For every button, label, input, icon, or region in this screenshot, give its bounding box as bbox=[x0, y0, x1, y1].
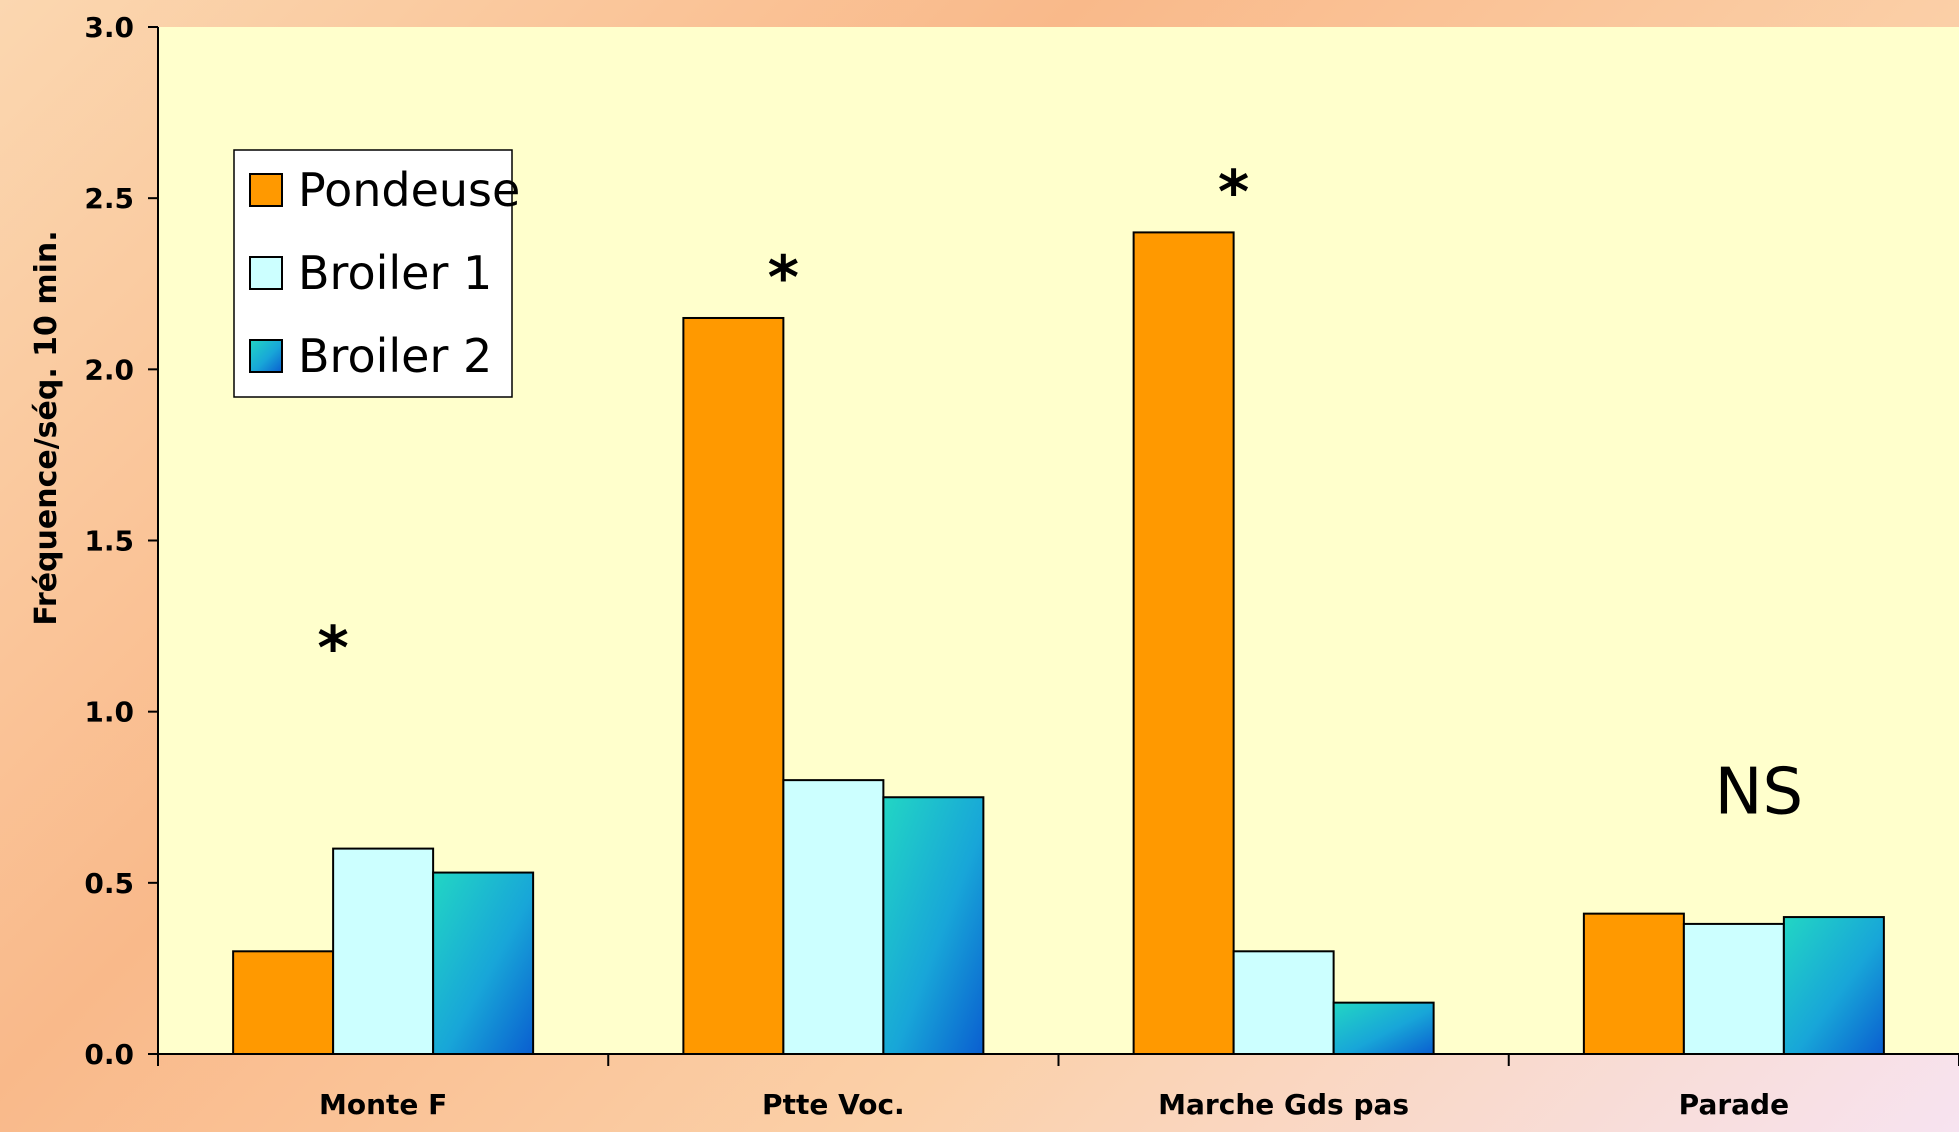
annotation-significance-star: * bbox=[768, 243, 799, 313]
y-tick-label: 0.0 bbox=[84, 1038, 134, 1071]
y-tick-label: 2.5 bbox=[84, 182, 134, 215]
x-tick-label: Marche Gds pas bbox=[1158, 1088, 1409, 1121]
legend-swatch bbox=[249, 173, 283, 207]
bar-pondeuse-parade bbox=[1582, 912, 1685, 1055]
bar-pondeuse-marche-gds-pas bbox=[1132, 231, 1235, 1055]
bar-broiler-1-marche-gds-pas bbox=[1232, 950, 1335, 1055]
annotations: * * * NS bbox=[317, 157, 1803, 829]
y-tick-label: 1.5 bbox=[84, 525, 134, 558]
bar-broiler-1-monte-f bbox=[332, 847, 435, 1055]
legend-entry: Broiler 1 bbox=[298, 246, 492, 300]
x-tick-label: Monte F bbox=[319, 1088, 447, 1121]
bar-pondeuse-monte-f bbox=[232, 950, 335, 1055]
y-tick-label: 1.0 bbox=[84, 696, 134, 729]
bar-broiler-1-ptte-voc bbox=[782, 779, 885, 1056]
x-tick-label: Ptte Voc. bbox=[762, 1088, 905, 1121]
y-axis-label: Fréquence/séq. 10 min. bbox=[29, 230, 64, 625]
x-axis: Monte F Ptte Voc. Marche Gds pas Parade bbox=[157, 1053, 1959, 1121]
y-axis: 0.0 0.5 1.0 1.5 2.0 2.5 3.0 bbox=[84, 11, 159, 1071]
x-tick-label: Parade bbox=[1679, 1088, 1789, 1121]
annotation-significance-star: * bbox=[317, 614, 348, 684]
legend-swatch bbox=[249, 339, 283, 373]
y-tick-label: 2.0 bbox=[84, 353, 134, 386]
bars bbox=[232, 231, 1885, 1056]
legend-entry: Broiler 2 bbox=[298, 329, 492, 383]
legend: Pondeuse Broiler 1 Broiler 2 bbox=[233, 149, 520, 398]
bar-broiler-2-marche-gds-pas bbox=[1332, 1001, 1435, 1056]
y-tick-label: 3.0 bbox=[84, 11, 134, 44]
bar-pondeuse-ptte-voc bbox=[682, 316, 785, 1055]
legend-swatch bbox=[249, 256, 283, 290]
bar-broiler-2-parade bbox=[1782, 916, 1885, 1055]
legend-entry: Pondeuse bbox=[298, 163, 520, 217]
annotation-ns: NS bbox=[1715, 756, 1804, 830]
bar-broiler-2-ptte-voc bbox=[882, 796, 985, 1055]
y-tick-label: 0.5 bbox=[84, 867, 134, 900]
bar-broiler-2-monte-f bbox=[432, 871, 535, 1056]
annotation-significance-star: * bbox=[1218, 157, 1249, 227]
bar-broiler-1-parade bbox=[1682, 922, 1785, 1055]
